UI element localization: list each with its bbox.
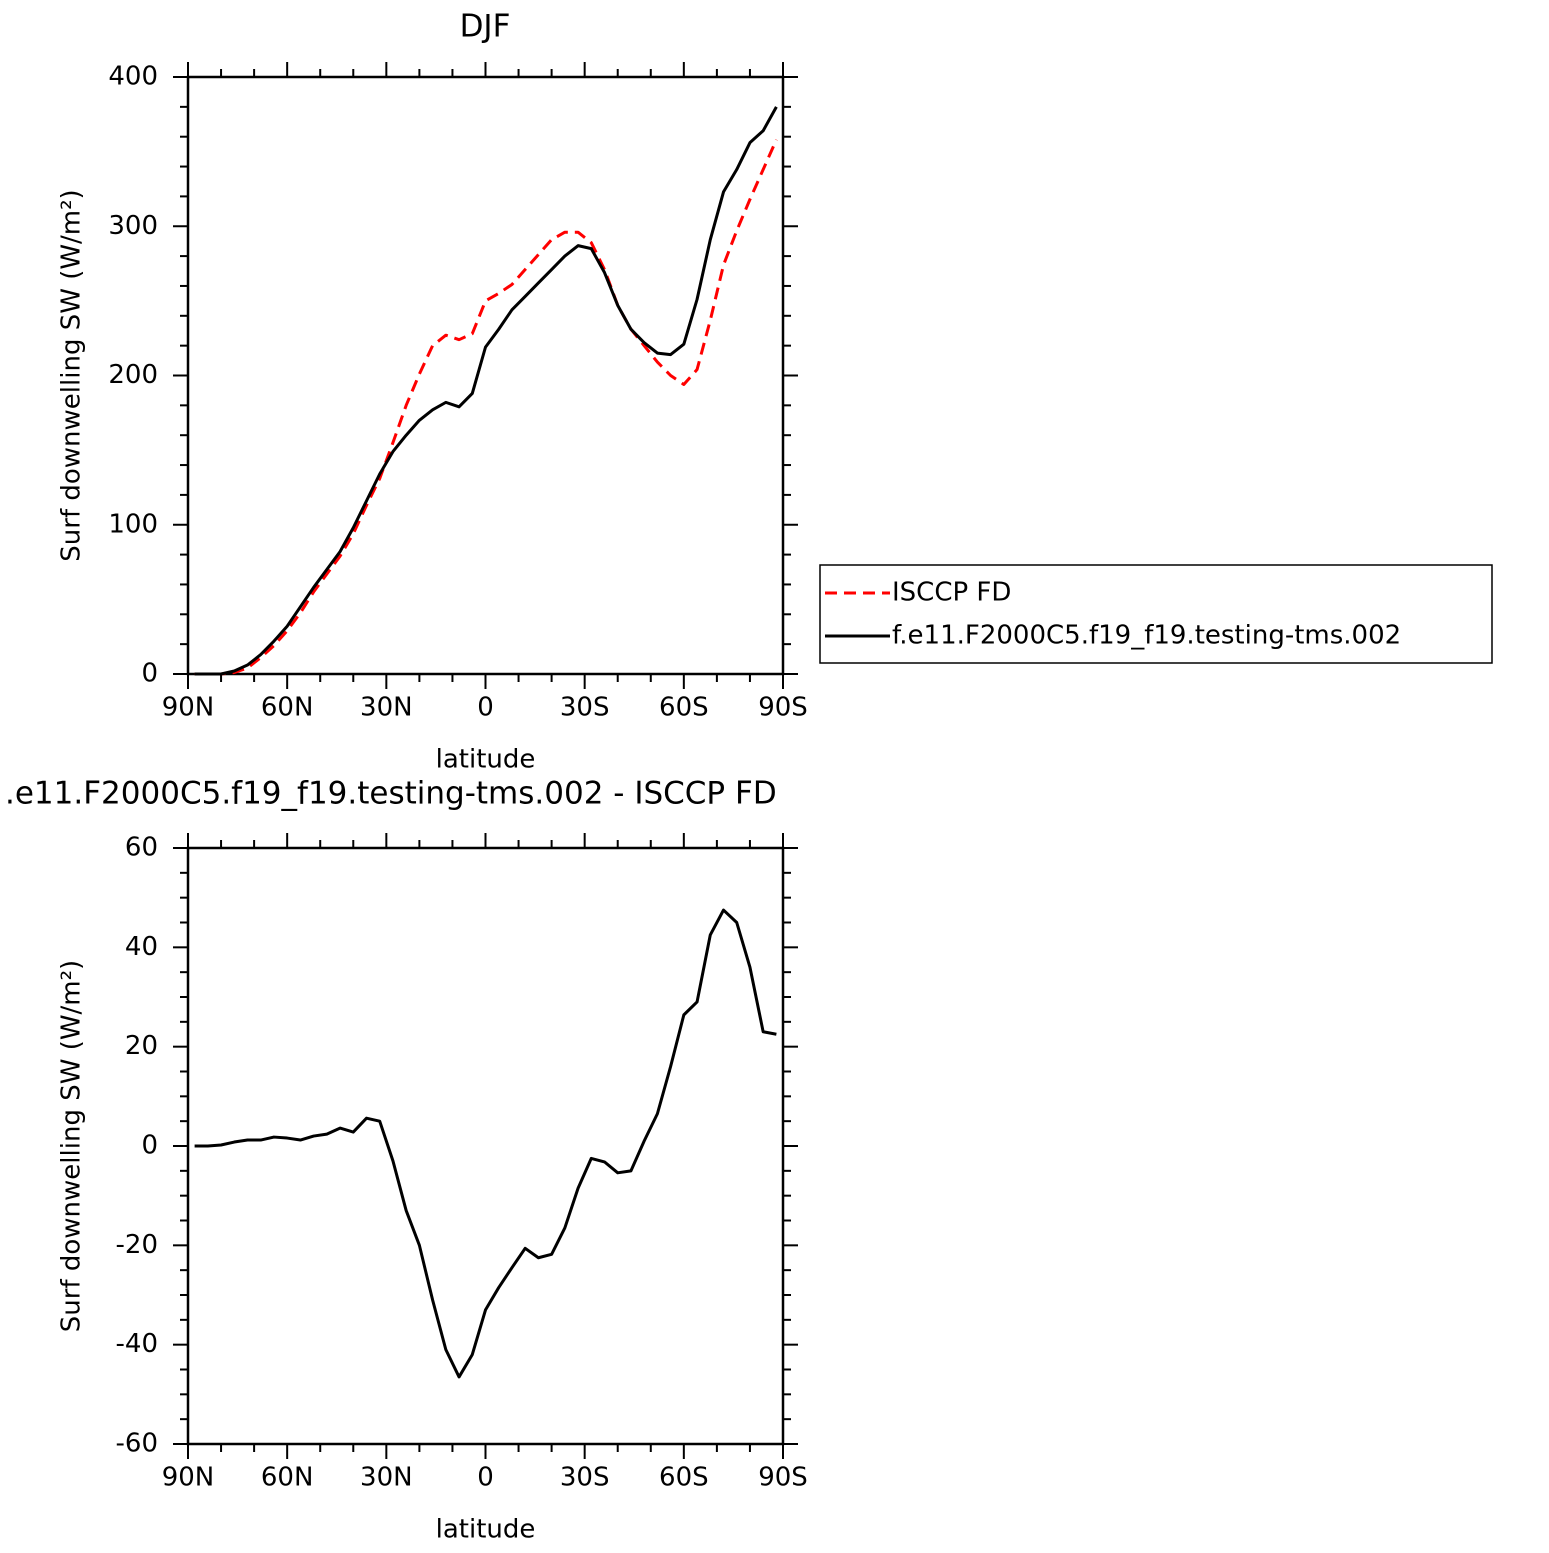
legend: ISCCP FD f.e11.F2000C5.f19_f19.testing-tm… [819,564,1493,664]
x-tick-label: 30S [560,1463,610,1493]
x-tick-label: 0 [477,1463,494,1493]
x-tick-label: 30N [360,1463,413,1493]
x-tick-label: 90S [758,1463,808,1493]
y-tick-label: -20 [116,1230,158,1260]
legend-label: ISCCP FD [892,578,1011,608]
x-axis-label: latitude [436,745,536,775]
y-tick-label: 20 [125,1031,158,1061]
x-tick-label: 60S [659,1463,709,1493]
plot-frame [186,75,785,676]
data-line [194,908,777,1379]
y-tick-label: 200 [108,360,158,390]
data-line [194,106,778,676]
x-tick-label: 90N [162,1463,215,1493]
y-axis-label: Surf downwelling SW (W/m²) [57,960,87,1332]
y-tick-label: 0 [141,659,158,689]
y-tick-label: 300 [108,211,158,241]
x-tick-label: 0 [477,693,494,723]
chart-title: DJF [460,9,511,45]
x-axis-label: latitude [436,1515,536,1545]
y-tick-label: 40 [125,932,158,962]
legend-label: f.e11.F2000C5.f19_f19.testing-tms.002 [892,621,1401,651]
y-tick-label: 0 [141,1131,158,1161]
x-tick-label: 60N [261,1463,314,1493]
x-tick-label: 60S [659,693,709,723]
chart-title: .e11.F2000C5.f19_f19.testing-tms.002 - I… [5,776,777,812]
y-tick-label: -60 [116,1429,158,1459]
plot-frame [186,846,785,1446]
data-line [194,139,778,676]
y-axis-label: Surf downwelling SW (W/m²) [57,189,87,561]
x-tick-label: 30N [360,693,413,723]
legend-box [819,564,1493,664]
x-tick-label: 90N [162,693,215,723]
y-tick-label: 400 [108,62,158,92]
x-tick-label: 30S [560,693,610,723]
y-tick-label: 100 [108,509,158,539]
y-tick-label: -40 [116,1329,158,1359]
x-tick-label: 90S [758,693,808,723]
y-tick-label: 60 [125,833,158,863]
x-tick-label: 60N [261,693,314,723]
